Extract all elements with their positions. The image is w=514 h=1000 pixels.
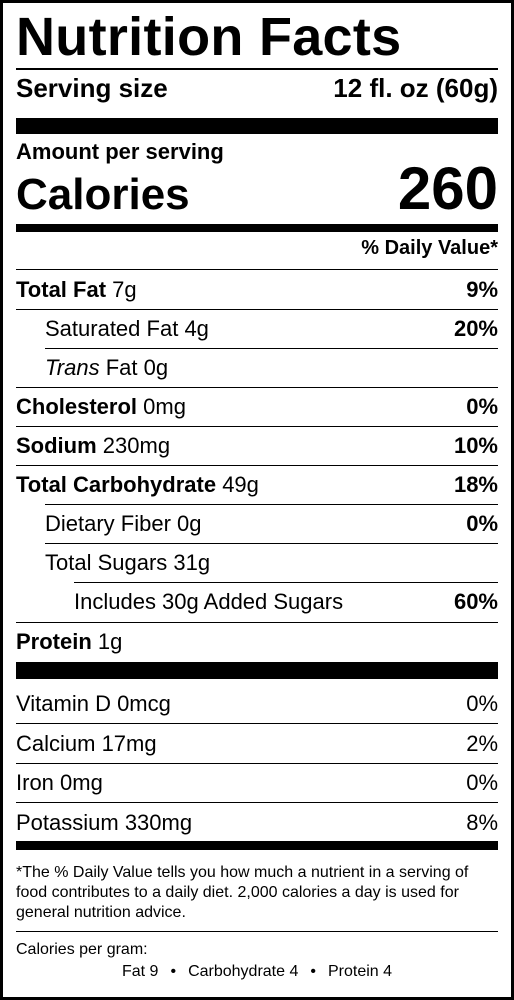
nutrient-row-total-sugars: Total Sugars 31g (45, 543, 498, 582)
row-divider (16, 426, 498, 427)
label-content: Nutrition Facts Serving size 12 fl. oz (… (16, 3, 498, 997)
nutrient-dv: 0% (466, 511, 498, 536)
vitamin-name: Potassium 330mg (16, 810, 193, 835)
nutrient-row-saturated-fat: Saturated Fat 4g 20% (45, 309, 498, 348)
nutrient-amount: 0mg (143, 394, 186, 419)
nutrient-row-added-sugars: Includes 30g Added Sugars 60% (74, 582, 498, 621)
daily-value-footnote: *The % Daily Value tells you how much a … (16, 864, 469, 921)
nutrient-amount: 0g (177, 511, 202, 536)
cpg-carbohydrate: Carbohydrate 4 (188, 963, 299, 980)
vitamin-dv: 0% (466, 770, 498, 795)
nutrient-row-total-fat: Total Fat 7g 9% (16, 270, 498, 309)
label-title: Nutrition Facts (16, 7, 402, 67)
row-divider (16, 309, 498, 310)
nutrient-dv: 9% (466, 277, 498, 302)
nutrient-dv: 20% (453, 316, 498, 341)
nutrient-row-sodium: Sodium 230mg 10% (16, 426, 498, 465)
calories-value: 260 (397, 155, 498, 222)
nutrient-amount: 0g (143, 355, 169, 380)
nutrient-name: Includes 30g Added Sugars (74, 589, 344, 614)
bullet-separator: • (310, 963, 316, 980)
row-divider (16, 465, 498, 466)
nutrient-name: Saturated Fat (45, 316, 179, 341)
vitamin-row-iron: Iron 0mg 0% (16, 763, 498, 802)
divider-dv-header (16, 269, 498, 270)
nutrient-dv: 18% (453, 472, 498, 497)
nutrient-dv: 60% (453, 589, 498, 614)
nutrient-amount: 31g (173, 550, 211, 575)
serving-size-row: Serving size 12 fl. oz (60g) (16, 73, 498, 104)
nutrient-name: Fat (105, 355, 138, 380)
cpg-protein: Protein 4 (327, 963, 393, 980)
nutrient-name: Total Carbohydrate (16, 472, 217, 497)
daily-value-header: % Daily Value* (361, 237, 498, 259)
row-divider (74, 582, 498, 583)
nutrient-amount: 1g (97, 629, 123, 654)
nutrient-name: Dietary Fiber (45, 511, 171, 536)
nutrient-row-cholesterol: Cholesterol 0mg 0% (16, 387, 498, 426)
row-divider (16, 387, 498, 388)
vitamin-row-vitamin-d: Vitamin D 0mcg 0% (16, 684, 498, 723)
calories-row: Calories 260 (16, 153, 498, 225)
cpg-fat: Fat 9 (121, 963, 159, 980)
nutrient-name: Total Sugars (45, 550, 168, 575)
calories-per-gram-title: Calories per gram: (16, 941, 148, 958)
nutrient-row-protein: Protein 1g (16, 622, 498, 661)
vitamin-row-potassium: Potassium 330mg 8% (16, 803, 498, 842)
medium-divider-calories (16, 224, 498, 232)
title-divider (16, 68, 498, 70)
vitamin-dv: 2% (466, 731, 498, 756)
divider-calories-per-gram (16, 931, 498, 932)
nutrient-row-total-carbohydrate: Total Carbohydrate 49g 18% (16, 465, 498, 504)
nutrient-amount: 230mg (102, 433, 171, 458)
nutrient-dv: 0% (466, 394, 498, 419)
vitamin-dv: 0% (466, 691, 498, 716)
nutrient-name: Total Fat (16, 277, 107, 302)
medium-divider-footer (16, 841, 498, 850)
nutrient-amount: 7g (112, 277, 137, 302)
nutrient-amount: 49g (222, 472, 259, 497)
nutrient-name-italic: Trans (45, 355, 100, 380)
vitamin-row-calcium: Calcium 17mg 2% (16, 724, 498, 763)
vitamin-name: Vitamin D 0mcg (16, 691, 171, 716)
nutrient-dv: 10% (453, 433, 498, 458)
calories-per-gram-values: Fat 9 • Carbohydrate 4 • Protein 4 (16, 963, 498, 981)
nutrient-row-dietary-fiber: Dietary Fiber 0g 0% (45, 504, 498, 543)
vitamin-name: Calcium 17mg (16, 731, 157, 756)
bullet-separator: • (170, 963, 177, 980)
vitamin-name: Iron 0mg (16, 770, 103, 795)
row-divider (45, 348, 498, 349)
row-divider (16, 802, 498, 803)
thick-divider-protein (16, 662, 498, 679)
row-divider (16, 763, 498, 764)
row-divider (16, 622, 498, 623)
vitamin-dv: 8% (466, 810, 498, 835)
nutrient-row-trans-fat: Trans Fat 0g (45, 348, 498, 387)
nutrient-amount: 4g (184, 316, 209, 341)
row-divider (45, 543, 498, 544)
nutrient-name: Protein (16, 629, 92, 654)
amount-per-serving: Amount per serving (16, 139, 224, 164)
calories-label: Calories (16, 170, 190, 219)
serving-size-label: Serving size (16, 73, 168, 103)
serving-size-value: 12 fl. oz (60g) (333, 73, 498, 103)
nutrient-name: Sodium (16, 433, 97, 458)
row-divider (45, 504, 498, 505)
thick-divider-serving (16, 118, 498, 134)
nutrient-name: Cholesterol (16, 394, 138, 419)
row-divider (16, 723, 498, 724)
